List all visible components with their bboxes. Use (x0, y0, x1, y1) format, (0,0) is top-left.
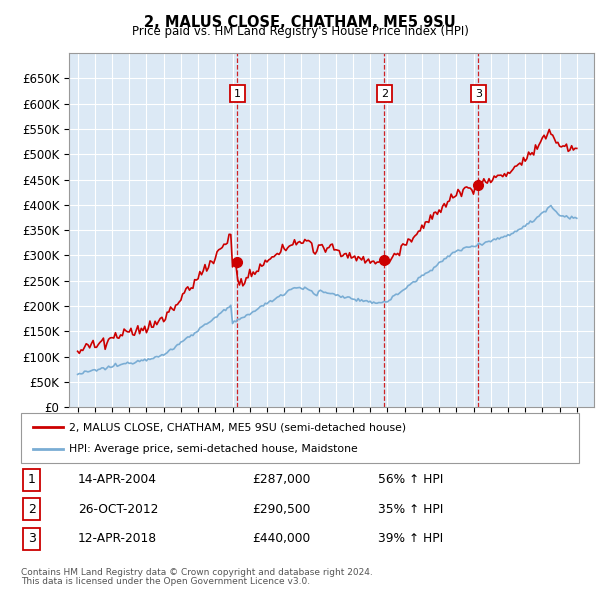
Text: £440,000: £440,000 (252, 532, 310, 545)
Text: 56% ↑ HPI: 56% ↑ HPI (378, 473, 443, 486)
Text: 12-APR-2018: 12-APR-2018 (78, 532, 157, 545)
Text: Contains HM Land Registry data © Crown copyright and database right 2024.: Contains HM Land Registry data © Crown c… (21, 568, 373, 577)
Text: This data is licensed under the Open Government Licence v3.0.: This data is licensed under the Open Gov… (21, 576, 310, 586)
Text: £290,500: £290,500 (252, 503, 310, 516)
Text: £287,000: £287,000 (252, 473, 310, 486)
Text: Price paid vs. HM Land Registry's House Price Index (HPI): Price paid vs. HM Land Registry's House … (131, 25, 469, 38)
Text: 2: 2 (381, 88, 388, 99)
Text: 3: 3 (28, 532, 36, 545)
Text: 26-OCT-2012: 26-OCT-2012 (78, 503, 158, 516)
Text: 1: 1 (234, 88, 241, 99)
Text: 1: 1 (28, 473, 36, 486)
Text: 3: 3 (475, 88, 482, 99)
Text: 2, MALUS CLOSE, CHATHAM, ME5 9SU (semi-detached house): 2, MALUS CLOSE, CHATHAM, ME5 9SU (semi-d… (69, 422, 406, 432)
Text: HPI: Average price, semi-detached house, Maidstone: HPI: Average price, semi-detached house,… (69, 444, 358, 454)
Text: 35% ↑ HPI: 35% ↑ HPI (378, 503, 443, 516)
Text: 2, MALUS CLOSE, CHATHAM, ME5 9SU: 2, MALUS CLOSE, CHATHAM, ME5 9SU (144, 15, 456, 30)
Text: 14-APR-2004: 14-APR-2004 (78, 473, 157, 486)
Text: 2: 2 (28, 503, 36, 516)
Text: 39% ↑ HPI: 39% ↑ HPI (378, 532, 443, 545)
